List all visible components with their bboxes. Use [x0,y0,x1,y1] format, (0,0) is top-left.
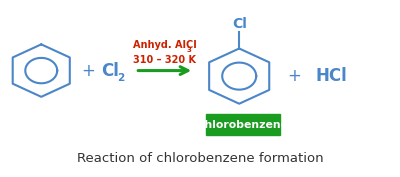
Text: +: + [81,62,95,80]
Text: chlorobenzene: chlorobenzene [198,120,288,130]
Text: +: + [287,67,301,85]
Text: Anhyd. AlCl: Anhyd. AlCl [133,40,196,50]
Text: Cl: Cl [232,17,247,31]
Text: Cl: Cl [101,62,119,80]
Text: 2: 2 [117,73,124,83]
FancyBboxPatch shape [206,114,280,135]
Text: HCl: HCl [316,67,347,85]
Text: Reaction of chlorobenzene formation: Reaction of chlorobenzene formation [77,152,323,165]
Text: 3: 3 [186,47,192,53]
Text: 310 – 320 K: 310 – 320 K [133,55,196,65]
